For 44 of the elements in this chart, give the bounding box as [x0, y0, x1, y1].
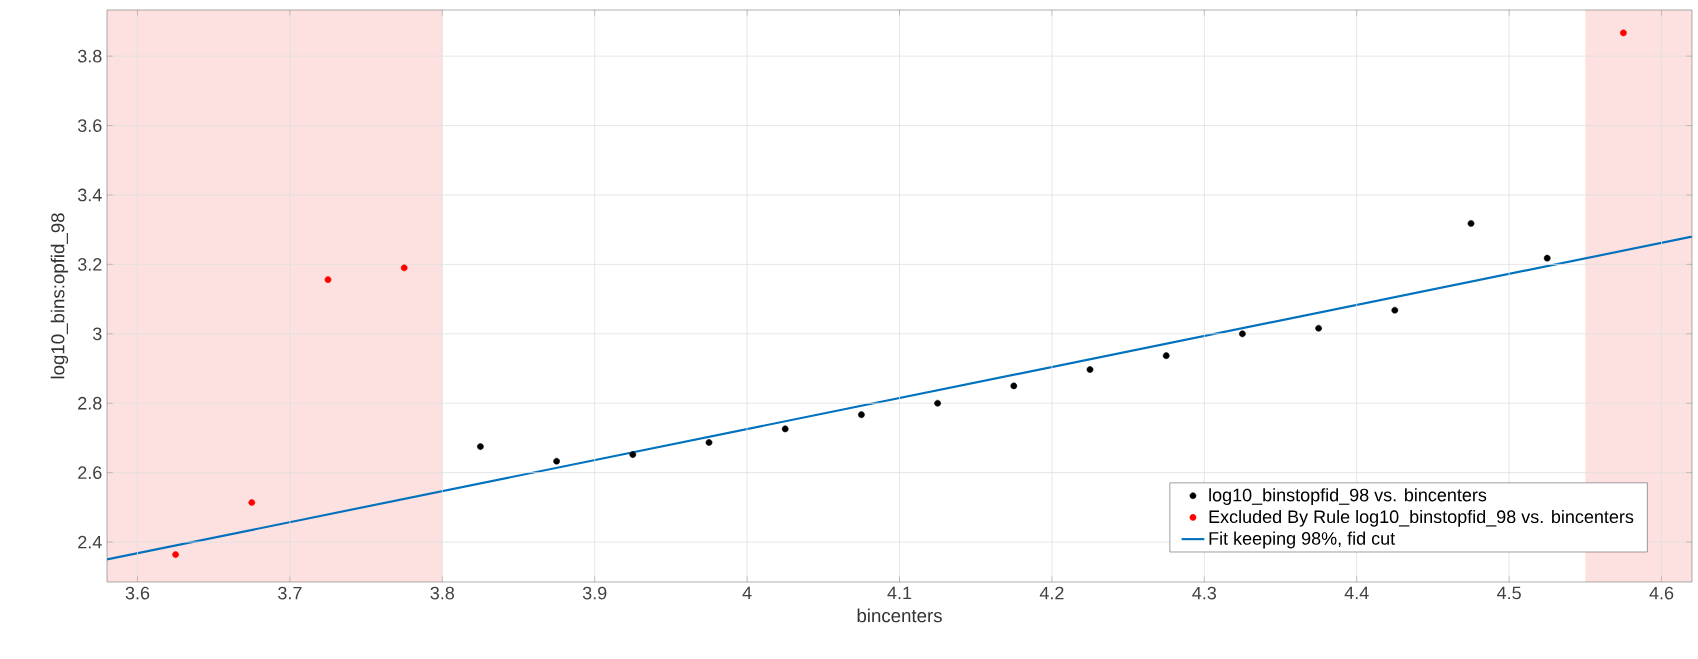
point: [248, 499, 256, 506]
point: [1315, 324, 1322, 332]
legend-label: log10_binstopfid_98 vs. bincenters: [1209, 488, 1487, 505]
legend-label: Fit keeping 98%, fid cut: [1209, 531, 1396, 549]
point: [172, 551, 179, 558]
y-axis-title: log10_bins:opfid_98: [50, 213, 69, 379]
point: [1543, 254, 1551, 262]
x-tick-label: 4.2: [1039, 586, 1064, 600]
y-tick-label: 3.6: [77, 119, 102, 132]
x-tick-label: 3.7: [278, 586, 302, 600]
point: [1086, 366, 1094, 373]
point: [1620, 29, 1627, 37]
point: [1162, 352, 1170, 360]
x-tick-label: 4.1: [887, 586, 912, 600]
point: [1467, 220, 1475, 227]
x-tick-label: 3.8: [430, 586, 455, 600]
x-tick-label: 4.5: [1497, 586, 1521, 600]
y-tick-label: 3.4: [77, 188, 102, 202]
point: [1391, 306, 1399, 314]
point: [934, 399, 941, 407]
point: [629, 451, 637, 458]
point: [1010, 382, 1018, 390]
x-tick-label: 3.6: [125, 586, 150, 600]
y-tick-label: 3: [92, 327, 102, 341]
point: [858, 411, 865, 419]
point: [705, 439, 713, 446]
x-tick-label: 4: [742, 586, 752, 600]
y-tick-label: 3.8: [77, 49, 102, 63]
x-tick-label: 4.4: [1344, 586, 1369, 600]
x-axis-title: bincenters: [857, 608, 942, 623]
x-tick-label: 4.3: [1192, 586, 1217, 600]
legend-label: Excluded By Rule log10_binstopfid_98 vs. bincenters: [1209, 509, 1634, 527]
point: [781, 425, 789, 433]
y-tick-label: 2.6: [78, 466, 102, 480]
point: [1239, 330, 1246, 338]
point: [477, 443, 484, 450]
point: [324, 276, 332, 284]
point: [553, 457, 560, 465]
point: [400, 264, 408, 272]
x-tick-label: 4.6: [1649, 586, 1674, 600]
y-tick-label: 2.4: [78, 535, 102, 549]
y-tick-label: 2.8: [78, 396, 102, 410]
y-tick-label: 3.2: [77, 258, 102, 271]
x-tick-label: 3.9: [582, 586, 607, 600]
